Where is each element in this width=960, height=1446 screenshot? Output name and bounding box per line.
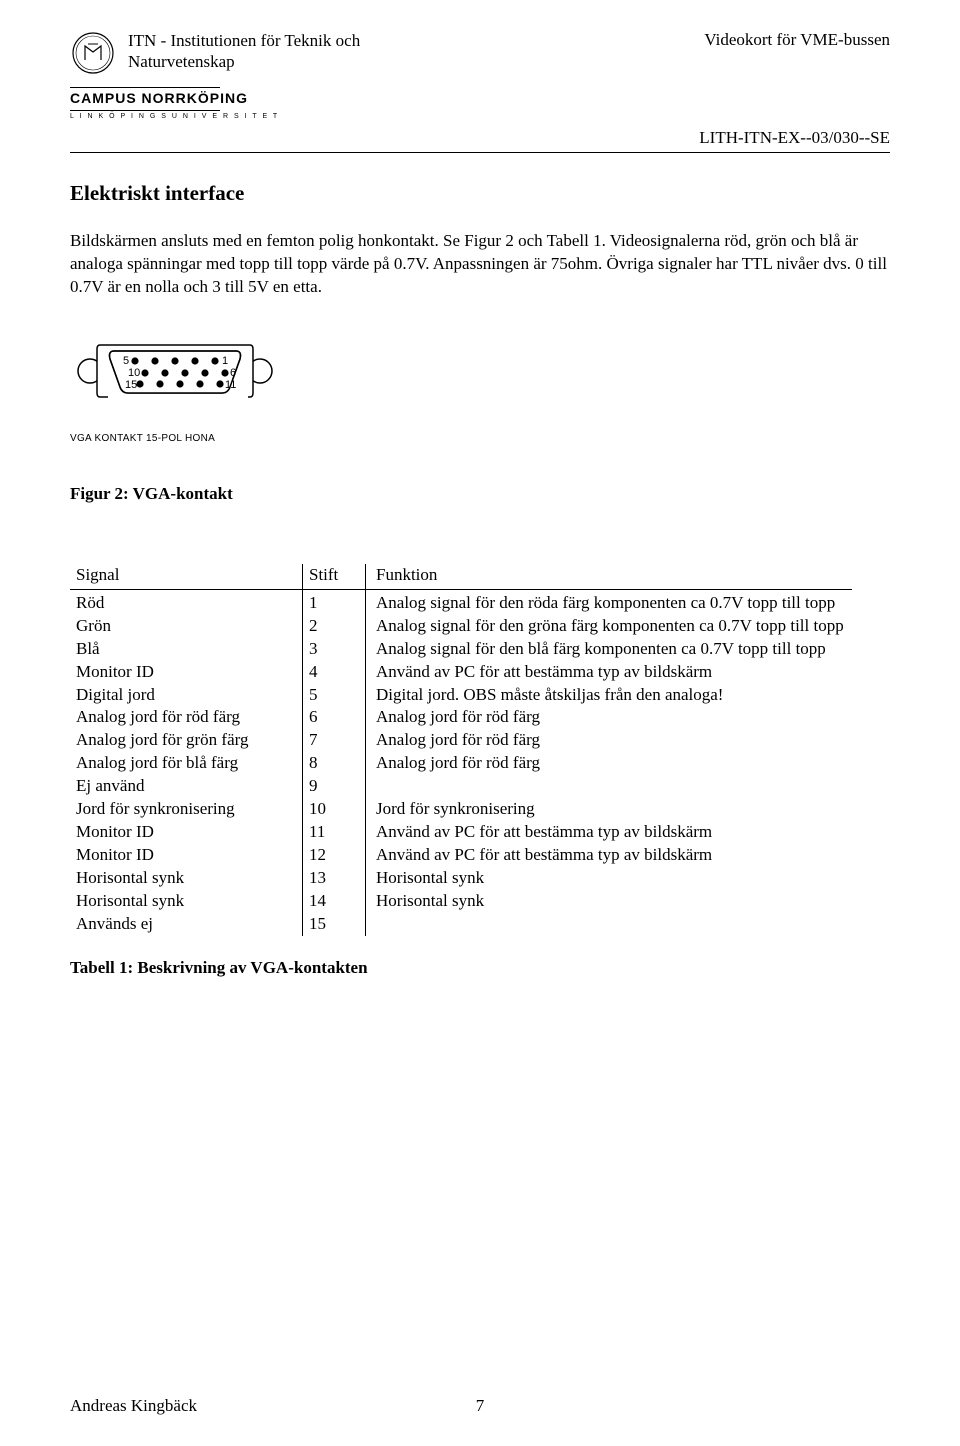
- institution-line1: ITN - Institutionen för Teknik och: [128, 30, 360, 51]
- document-title: Videokort för VME-bussen: [704, 30, 890, 50]
- table-cell-funktion: Använd av PC för att bestämma typ av bil…: [366, 821, 853, 844]
- table-cell-stift: 14: [303, 890, 366, 913]
- pin-label-1: 1: [222, 355, 228, 367]
- table-cell-funktion: Jord för synkronisering: [366, 798, 853, 821]
- table-cell-funktion: Analog signal för den blå färg komponent…: [366, 638, 853, 661]
- table-row: Monitor ID12Använd av PC för att bestämm…: [70, 844, 852, 867]
- table-cell-stift: 9: [303, 775, 366, 798]
- table-cell-signal: Ej använd: [70, 775, 303, 798]
- table-cell-funktion: Analog jord för röd färg: [366, 752, 853, 775]
- table-cell-signal: Grön: [70, 615, 303, 638]
- header-rule: [70, 152, 890, 153]
- campus-block: CAMPUS NORRKÖPING L I N K Ö P I N G S U …: [70, 87, 890, 120]
- table-cell-stift: 5: [303, 684, 366, 707]
- table-cell-signal: Analog jord för grön färg: [70, 729, 303, 752]
- table-cell-funktion: [366, 775, 853, 798]
- table-cell-stift: 1: [303, 589, 366, 614]
- figure-caption: Figur 2: VGA-kontakt: [70, 484, 890, 504]
- table-cell-stift: 6: [303, 706, 366, 729]
- table-row: Analog jord för grön färg7Analog jord fö…: [70, 729, 852, 752]
- pin-label-15: 15: [125, 379, 137, 391]
- header-left: ITN - Institutionen för Teknik och Natur…: [70, 30, 360, 81]
- document-id: LITH-ITN-EX--03/030--SE: [70, 128, 890, 148]
- connector-diagram-label: VGA KONTAKT 15-POL HONA: [70, 433, 890, 444]
- table-row: Ej använd9: [70, 775, 852, 798]
- table-cell-stift: 11: [303, 821, 366, 844]
- table-header-funktion: Funktion: [366, 564, 853, 589]
- table-row: Monitor ID11Använd av PC för att bestämm…: [70, 821, 852, 844]
- table-caption: Tabell 1: Beskrivning av VGA-kontakten: [70, 958, 890, 978]
- pin-label-10: 10: [128, 367, 140, 379]
- table-header-stift: Stift: [303, 564, 366, 589]
- table-row: Monitor ID4Använd av PC för att bestämma…: [70, 661, 852, 684]
- table-cell-stift: 12: [303, 844, 366, 867]
- table-cell-signal: Analog jord för röd färg: [70, 706, 303, 729]
- table-row: Digital jord5Digital jord. OBS måste åts…: [70, 684, 852, 707]
- pin-label-11: 11: [225, 379, 236, 391]
- table-cell-signal: Monitor ID: [70, 844, 303, 867]
- table-cell-funktion: Horisontal synk: [366, 890, 853, 913]
- vga-connector-figure: 5 1 10 6 15 11 VGA KONTAKT 15-POL HONA: [70, 323, 890, 444]
- table-row: Horisontal synk13Horisontal synk: [70, 867, 852, 890]
- table-cell-stift: 10: [303, 798, 366, 821]
- table-cell-signal: Digital jord: [70, 684, 303, 707]
- footer-page-number: 7: [476, 1396, 485, 1416]
- table-cell-stift: 13: [303, 867, 366, 890]
- table-cell-signal: Röd: [70, 589, 303, 614]
- table-cell-signal: Horisontal synk: [70, 867, 303, 890]
- signal-table: Signal Stift Funktion Röd1Analog signal …: [70, 564, 852, 936]
- table-cell-signal: Monitor ID: [70, 821, 303, 844]
- table-cell-funktion: Analog signal för den gröna färg kompone…: [366, 615, 853, 638]
- table-row: Jord för synkronisering10Jord för synkro…: [70, 798, 852, 821]
- campus-sub: L I N K Ö P I N G S U N I V E R S I T E …: [70, 113, 890, 120]
- table-cell-stift: 8: [303, 752, 366, 775]
- table-cell-funktion: Använd av PC för att bestämma typ av bil…: [366, 661, 853, 684]
- table-cell-stift: 7: [303, 729, 366, 752]
- page-footer: Andreas Kingbäck 7: [70, 1396, 890, 1416]
- institution-line2: Naturvetenskap: [128, 51, 360, 72]
- table-cell-signal: Horisontal synk: [70, 890, 303, 913]
- table-header-signal: Signal: [70, 564, 303, 589]
- pin-label-6: 6: [230, 367, 236, 379]
- footer-author: Andreas Kingbäck: [70, 1396, 197, 1416]
- institution-name: ITN - Institutionen för Teknik och Natur…: [128, 30, 360, 73]
- table-cell-funktion: Digital jord. OBS måste åtskiljas från d…: [366, 684, 853, 707]
- table-row: Röd1Analog signal för den röda färg komp…: [70, 589, 852, 614]
- table-cell-signal: Jord för synkronisering: [70, 798, 303, 821]
- table-row: Grön2Analog signal för den gröna färg ko…: [70, 615, 852, 638]
- pin-label-5: 5: [123, 355, 129, 367]
- body-paragraph: Bildskärmen ansluts med en femton polig …: [70, 230, 890, 299]
- table-cell-funktion: [366, 913, 853, 936]
- table-cell-signal: Blå: [70, 638, 303, 661]
- page-header: ITN - Institutionen för Teknik och Natur…: [70, 30, 890, 81]
- table-cell-funktion: Analog jord för röd färg: [366, 706, 853, 729]
- table-cell-funktion: Horisontal synk: [366, 867, 853, 890]
- table-cell-funktion: Analog jord för röd färg: [366, 729, 853, 752]
- table-row: Analog jord för blå färg8Analog jord för…: [70, 752, 852, 775]
- table-cell-funktion: Analog signal för den röda färg komponen…: [366, 589, 853, 614]
- university-logo: [70, 30, 116, 81]
- table-row: Horisontal synk14Horisontal synk: [70, 890, 852, 913]
- table-cell-stift: 2: [303, 615, 366, 638]
- table-cell-signal: Används ej: [70, 913, 303, 936]
- table-cell-signal: Monitor ID: [70, 661, 303, 684]
- table-cell-stift: 4: [303, 661, 366, 684]
- table-row: Används ej15: [70, 913, 852, 936]
- table-cell-signal: Analog jord för blå färg: [70, 752, 303, 775]
- campus-main: CAMPUS NORRKÖPING: [70, 90, 890, 106]
- table-row: Analog jord för röd färg6Analog jord för…: [70, 706, 852, 729]
- section-title: Elektriskt interface: [70, 181, 890, 206]
- table-cell-funktion: Använd av PC för att bestämma typ av bil…: [366, 844, 853, 867]
- table-cell-stift: 3: [303, 638, 366, 661]
- table-row: Blå3Analog signal för den blå färg kompo…: [70, 638, 852, 661]
- table-cell-stift: 15: [303, 913, 366, 936]
